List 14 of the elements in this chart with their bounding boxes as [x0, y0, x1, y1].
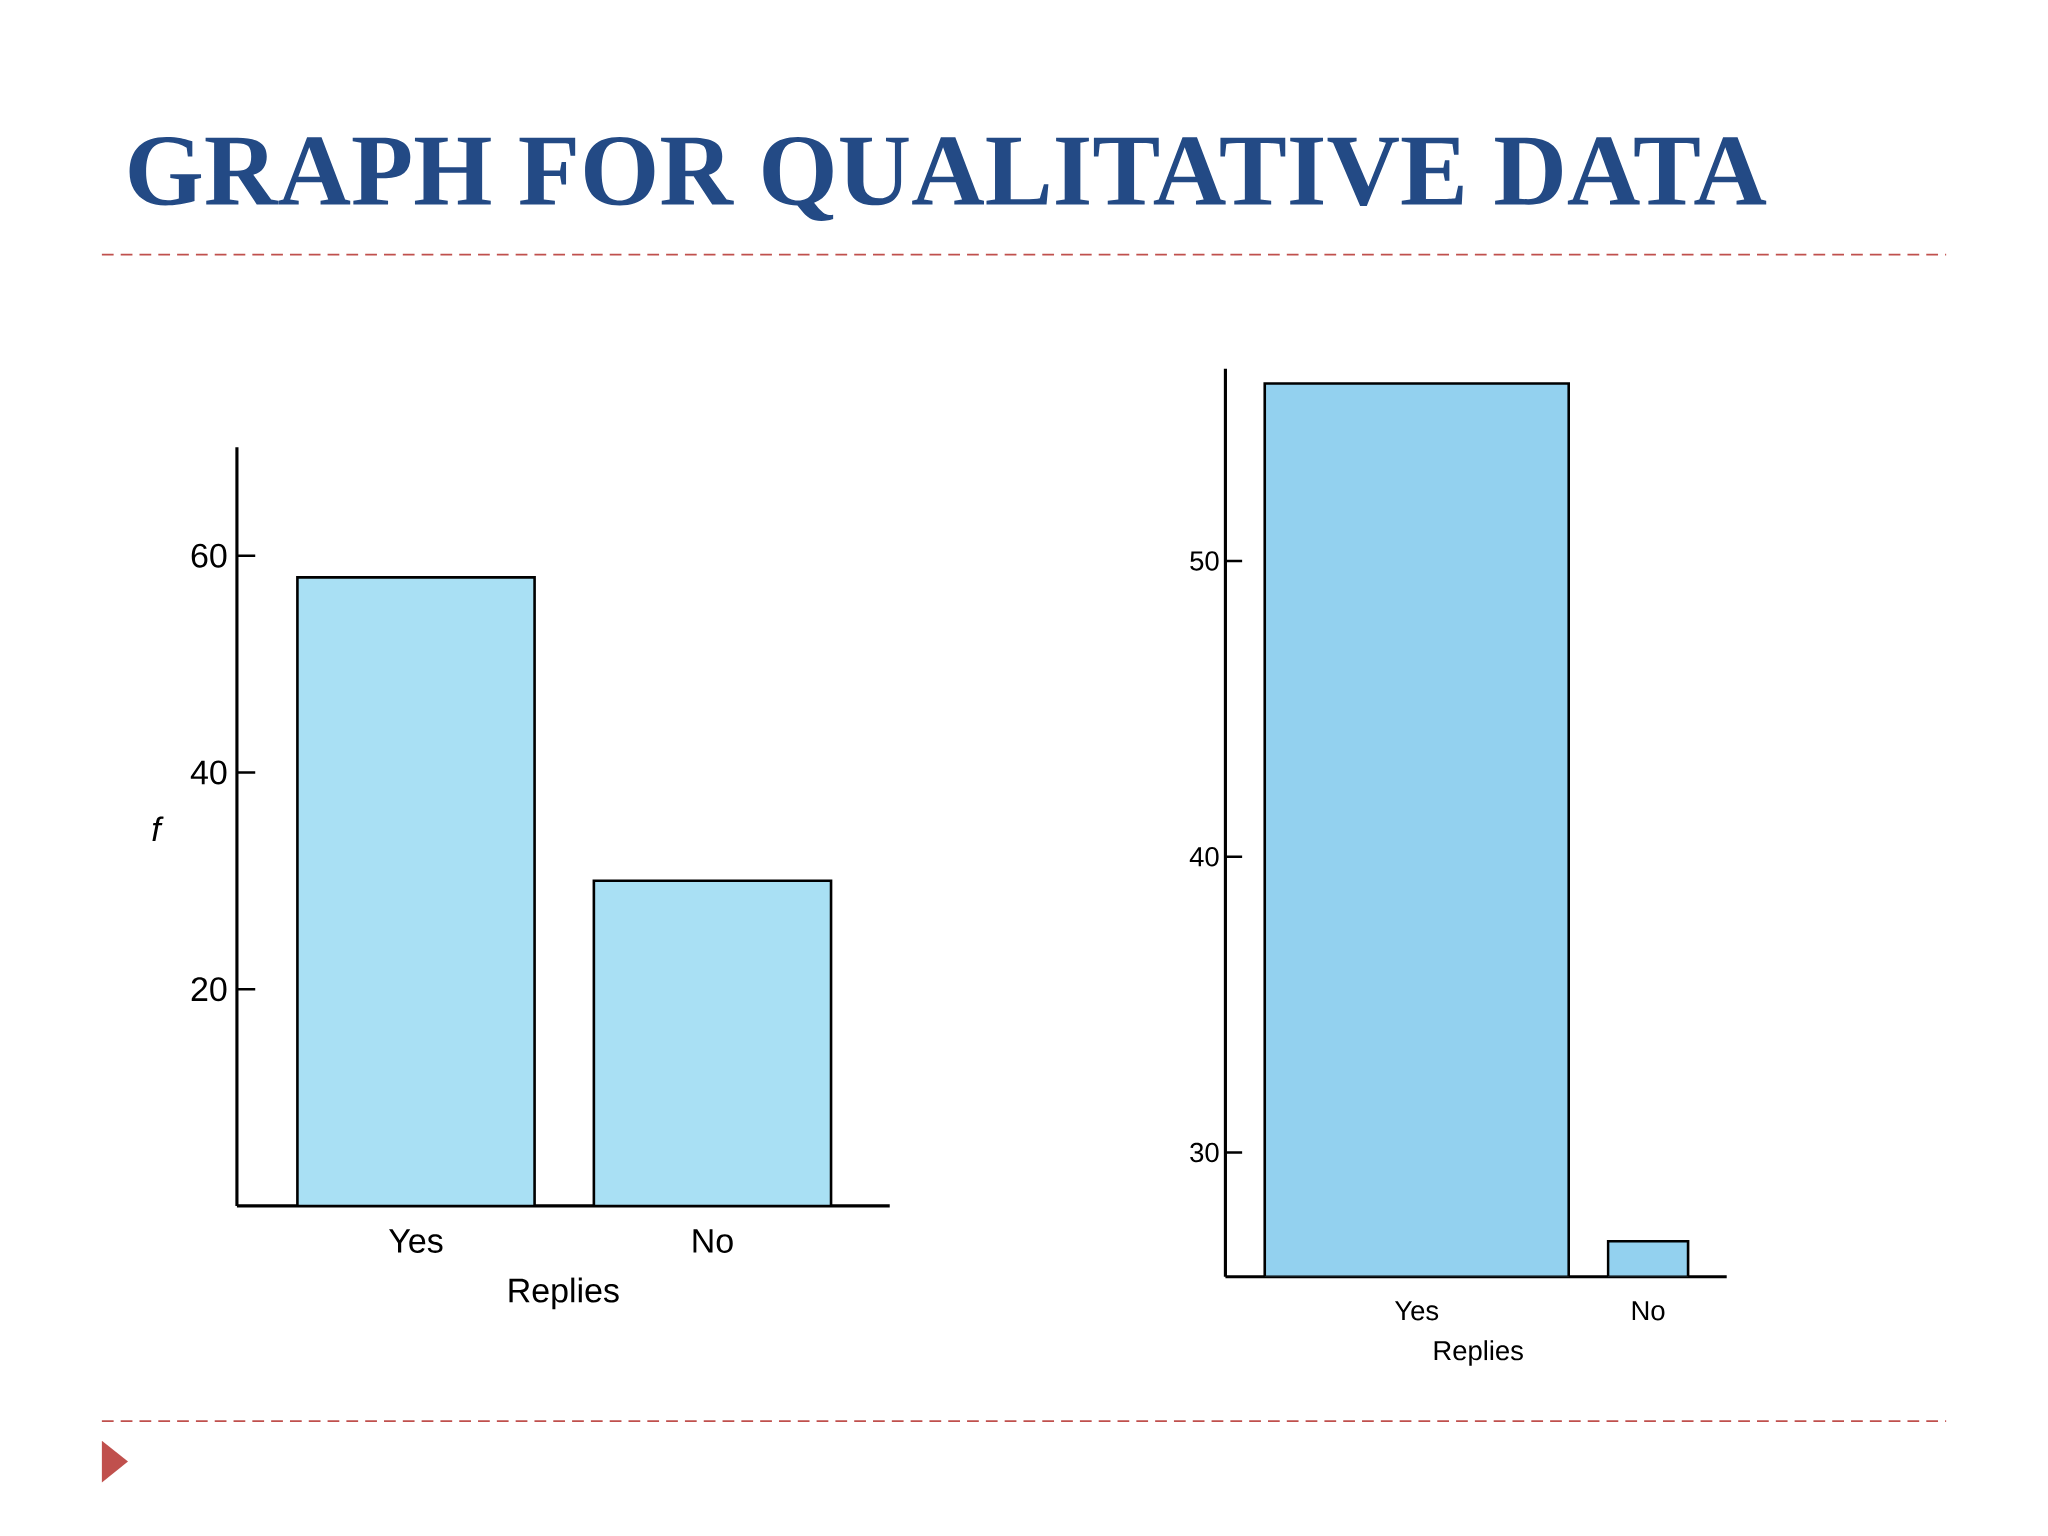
y-tick-label: 20: [191, 977, 227, 1002]
x-axis-title: Replies: [1434, 1340, 1523, 1366]
x-axis-title: Replies: [509, 1277, 619, 1310]
y-tick-label: 40: [1189, 847, 1219, 867]
y-tick-label: 40: [190, 760, 227, 785]
x-tick-label: No: [1632, 1301, 1665, 1321]
x-tick-label: No: [693, 1229, 733, 1253]
y-tick-label: 50: [1190, 551, 1219, 571]
y-tick-label: 60: [191, 543, 227, 568]
x-tick-label: Yes: [389, 1229, 443, 1253]
y-tick-label: 30: [1190, 1142, 1219, 1163]
x-tick-label: Yes: [1394, 1301, 1439, 1321]
y-axis-title: f: [152, 816, 164, 842]
chart-title: GRAPH FOR QUALITATIVE DATA: [129, 136, 1767, 221]
